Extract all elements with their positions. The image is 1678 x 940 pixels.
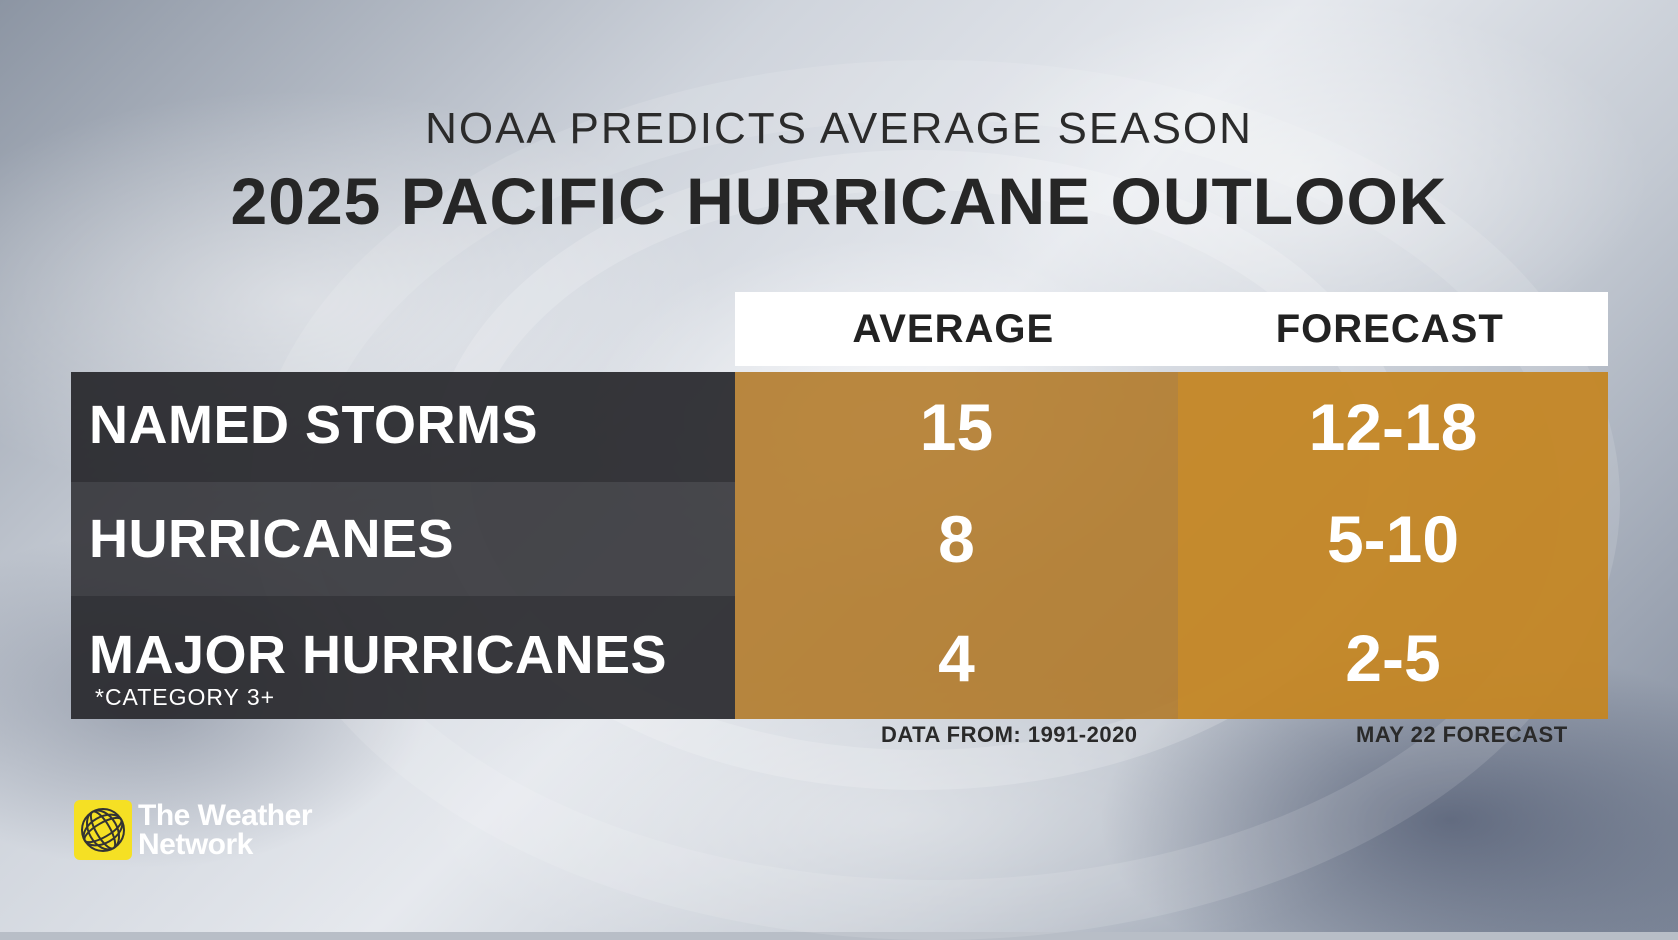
forecast-value: 12-18 xyxy=(1178,372,1608,482)
weather-network-logo: The Weather Network xyxy=(74,799,313,861)
average-value: 4 xyxy=(735,596,1178,719)
row-label: HURRICANES xyxy=(89,509,455,569)
logo-line-2: Network xyxy=(138,828,253,861)
table-row-hurricanes: HURRICANES 8 5-10 xyxy=(71,482,1608,596)
average-value: 8 xyxy=(735,482,1178,596)
row-label: NAMED STORMS xyxy=(89,395,539,455)
page-title: 2025 PACIFIC HURRICANE OUTLOOK xyxy=(230,164,1448,238)
table-row-major-hurricanes: MAJOR HURRICANES *CATEGORY 3+ 4 2-5 xyxy=(71,596,1608,719)
logo-line-1: The Weather xyxy=(138,799,313,832)
column-header-average: AVERAGE xyxy=(852,306,1055,351)
logo-wordmark: The Weather Network xyxy=(138,799,313,861)
row-label-cell: NAMED STORMS xyxy=(71,372,735,482)
column-header-bar: AVERAGE FORECAST xyxy=(735,292,1608,366)
row-label: MAJOR HURRICANES xyxy=(89,625,668,685)
average-value: 15 xyxy=(735,372,1178,482)
row-label-cell: HURRICANES xyxy=(71,482,735,596)
table-row-named-storms: NAMED STORMS 15 12-18 xyxy=(71,372,1608,482)
column-header-forecast: FORECAST xyxy=(1275,306,1504,351)
row-label-cell: MAJOR HURRICANES *CATEGORY 3+ xyxy=(71,596,735,719)
forecast-date-note: MAY 22 FORECAST xyxy=(1356,722,1568,747)
average-source-note: DATA FROM: 1991-2020 xyxy=(881,722,1138,747)
subtitle: NOAA PREDICTS AVERAGE SEASON xyxy=(425,104,1253,153)
category-note: *CATEGORY 3+ xyxy=(95,684,276,710)
forecast-value: 2-5 xyxy=(1178,596,1608,719)
weather-network-globe-icon xyxy=(74,800,132,860)
outlook-table: NAMED STORMS 15 12-18 HURRICANES 8 5-10 … xyxy=(71,372,1608,719)
forecast-value: 5-10 xyxy=(1178,482,1608,596)
